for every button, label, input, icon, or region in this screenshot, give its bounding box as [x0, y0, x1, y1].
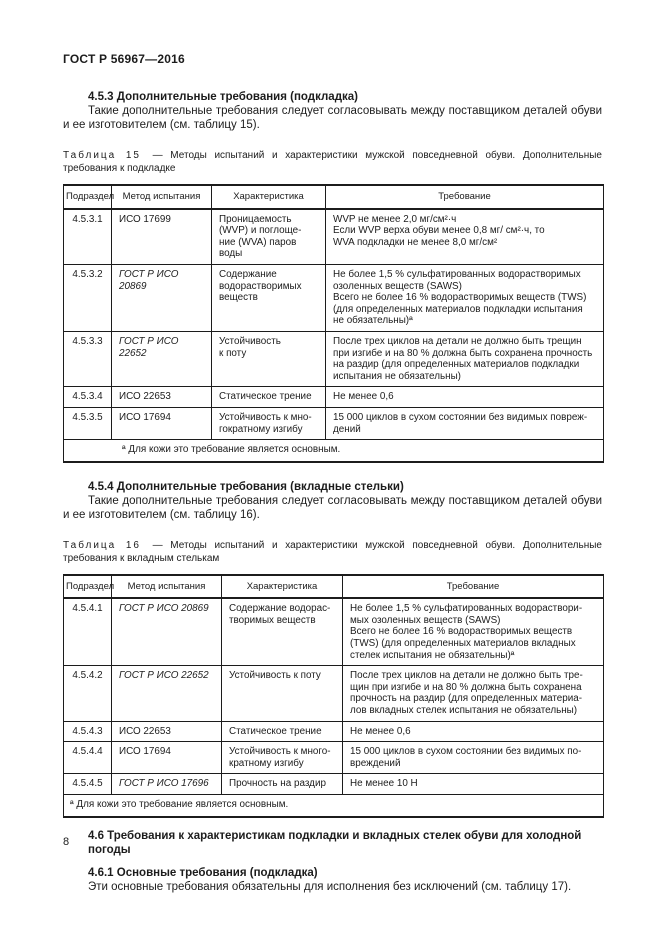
cell-method: ИСО 17699 [111, 208, 212, 265]
section-paragraph-4-5-3: Такие дополнительные требования следует … [63, 105, 602, 131]
cell-characteristic: Статическое трение [211, 386, 326, 408]
spacer [63, 818, 602, 829]
table-16: Подраздел Метод испытания Характеристика… [63, 573, 604, 818]
cell-characteristic: Устойчивость к мно- гократному изгибу [211, 406, 326, 441]
section-heading-4-6: 4.6 Требования к характеристикам подклад… [88, 829, 582, 856]
cell-method: ГОСТ Р ИСО 22652 [111, 330, 212, 388]
table-row: 4.5.3.5 ИСО 17694 Устойчивость к мно- го… [63, 406, 604, 441]
cell-requirement: 15 000 циклов в сухом состоянии без види… [342, 741, 604, 775]
cell-method: ГОСТ Р ИСО 17696 [111, 773, 222, 795]
cell-requirement: Не менее 0,6 [342, 720, 604, 743]
column-header-characteristic: Характеристика [211, 184, 326, 210]
cell-method: ГОСТ Р ИСО 20869 [111, 597, 222, 667]
table-footnote-row: ª Для кожи это требование является основ… [63, 439, 604, 463]
spacer [63, 463, 602, 480]
cell-method: ИСО 17694 [111, 406, 212, 441]
section-heading-4-5-3: 4.5.3 Дополнительные требования (подклад… [88, 91, 358, 103]
section-heading-4-6-1: 4.6.1 Основные требования (подкладка) [88, 866, 318, 879]
cell-requirement: Не менее 10 Н [342, 773, 604, 795]
table-row: 4.5.4.3 ИСО 22653 Статическое трение Не … [63, 720, 604, 743]
section-heading-4-5-4: 4.5.4 Дополнительные требования (вкладны… [88, 480, 404, 493]
cell-method: ГОСТ Р ИСО 22652 [111, 665, 222, 722]
cell-requirement: WVP не менее 2,0 мг/см²·ч Если WVP верха… [325, 208, 604, 265]
cell-subsection: 4.5.3.2 [63, 263, 112, 332]
table-16-header-row: Подраздел Метод испытания Характеристика… [63, 574, 604, 600]
table-row: 4.5.3.2 ГОСТ Р ИСО 20869 Содержание водо… [63, 263, 604, 332]
section-paragraph-4-5-4: Такие дополнительные требования следует … [63, 494, 602, 521]
cell-subsection: 4.5.3.1 [63, 208, 112, 265]
table-footnote-row: ª Для кожи это требование является основ… [63, 793, 604, 818]
cell-method: ИСО 17694 [111, 741, 222, 775]
cell-method: ИСО 22653 [111, 386, 212, 408]
cell-characteristic: Устойчивость к поту [211, 330, 326, 388]
cell-requirement: Не более 1,5 % сульфатированных водораст… [342, 597, 604, 667]
column-header-subsection: Подраздел [63, 184, 114, 210]
cell-subsection: 4.5.3.4 [63, 386, 112, 408]
cell-subsection: 4.5.4.4 [63, 741, 112, 775]
table-row: 4.5.4.1 ГОСТ Р ИСО 20869 Содержание водо… [63, 597, 604, 667]
cell-characteristic: Содержание водорас- творимых веществ [221, 597, 343, 667]
cell-requirement: После трех циклов на детали не должно бы… [342, 665, 604, 722]
table-15-caption-label: Таблица 15 [63, 150, 141, 161]
cell-subsection: 4.5.4.5 [63, 773, 112, 795]
column-header-requirement: Требование [342, 574, 604, 600]
table-15-caption: Таблица 15 — Методы испытаний и характер… [63, 149, 602, 175]
cell-characteristic: Проницаемость (WVP) и поглоще- ние (WVA)… [211, 208, 326, 265]
cell-characteristic: Прочность на раздир [221, 773, 343, 795]
cell-method: ИСО 22653 [111, 720, 222, 743]
cell-method: ГОСТ Р ИСО 20869 [111, 263, 212, 332]
cell-characteristic: Устойчивость к поту [221, 665, 343, 722]
table-16-footnote: ª Для кожи это требование является основ… [63, 793, 604, 818]
cell-characteristic: Статическое трение [221, 720, 343, 743]
page-content: ГОСТ Р 56967—2016 4.5.3 Дополнительные т… [63, 52, 604, 894]
table-row: 4.5.3.1 ИСО 17699 Проницаемость (WVP) и … [63, 208, 604, 265]
table-row: 4.5.4.4 ИСО 17694 Устойчивость к много- … [63, 741, 604, 775]
cell-requirement: Не более 1,5 % сульфатированных водораст… [325, 263, 604, 332]
table-16-caption-label: Таблица 16 [63, 539, 141, 551]
cell-characteristic: Устойчивость к много- кратному изгибу [221, 741, 343, 775]
cell-subsection: 4.5.4.1 [63, 597, 112, 667]
column-header-method: Метод испытания [111, 184, 212, 210]
table-15-header-row: Подраздел Метод испытания Характеристика… [63, 184, 604, 210]
cell-requirement: После трех циклов на детали не должно бы… [325, 330, 604, 388]
table-row: 4.5.4.5 ГОСТ Р ИСО 17696 Прочность на ра… [63, 773, 604, 795]
cell-subsection: 4.5.4.2 [63, 665, 112, 722]
table-16-caption: Таблица 16 — Методы испытаний и характер… [63, 539, 602, 565]
table-15: Подраздел Метод испытания Характеристика… [63, 184, 604, 463]
cell-requirement: Не менее 0,6 [325, 386, 604, 408]
column-header-characteristic: Характеристика [221, 574, 343, 600]
column-header-method: Метод испытания [111, 574, 222, 600]
cell-subsection: 4.5.3.3 [63, 330, 112, 388]
section-paragraph-4-6-1: Эти основные требования обязательны для … [88, 880, 572, 893]
table-row: 4.5.3.3 ГОСТ Р ИСО 22652 Устойчивость к … [63, 330, 604, 388]
table-row: 4.5.3.4 ИСО 22653 Статическое трение Не … [63, 386, 604, 408]
cell-subsection: 4.5.4.3 [63, 720, 112, 743]
cell-characteristic: Содержание водорастворимых веществ [211, 263, 326, 332]
column-header-requirement: Требование [325, 184, 604, 210]
table-15-caption-text: — Методы испытаний и характеристики мужс… [63, 150, 602, 174]
table-row: 4.5.4.2 ГОСТ Р ИСО 22652 Устойчивость к … [63, 665, 604, 722]
doc-code: ГОСТ Р 56967—2016 [63, 52, 185, 66]
table-15-footnote: ª Для кожи это требование является основ… [63, 439, 604, 463]
cell-subsection: 4.5.3.5 [63, 406, 112, 441]
column-header-subsection: Подраздел [63, 574, 114, 600]
page-number: 8 [63, 836, 70, 848]
cell-requirement: 15 000 циклов в сухом состоянии без види… [325, 406, 604, 441]
table-16-caption-text: — Методы испытаний и характеристики мужс… [63, 539, 602, 564]
